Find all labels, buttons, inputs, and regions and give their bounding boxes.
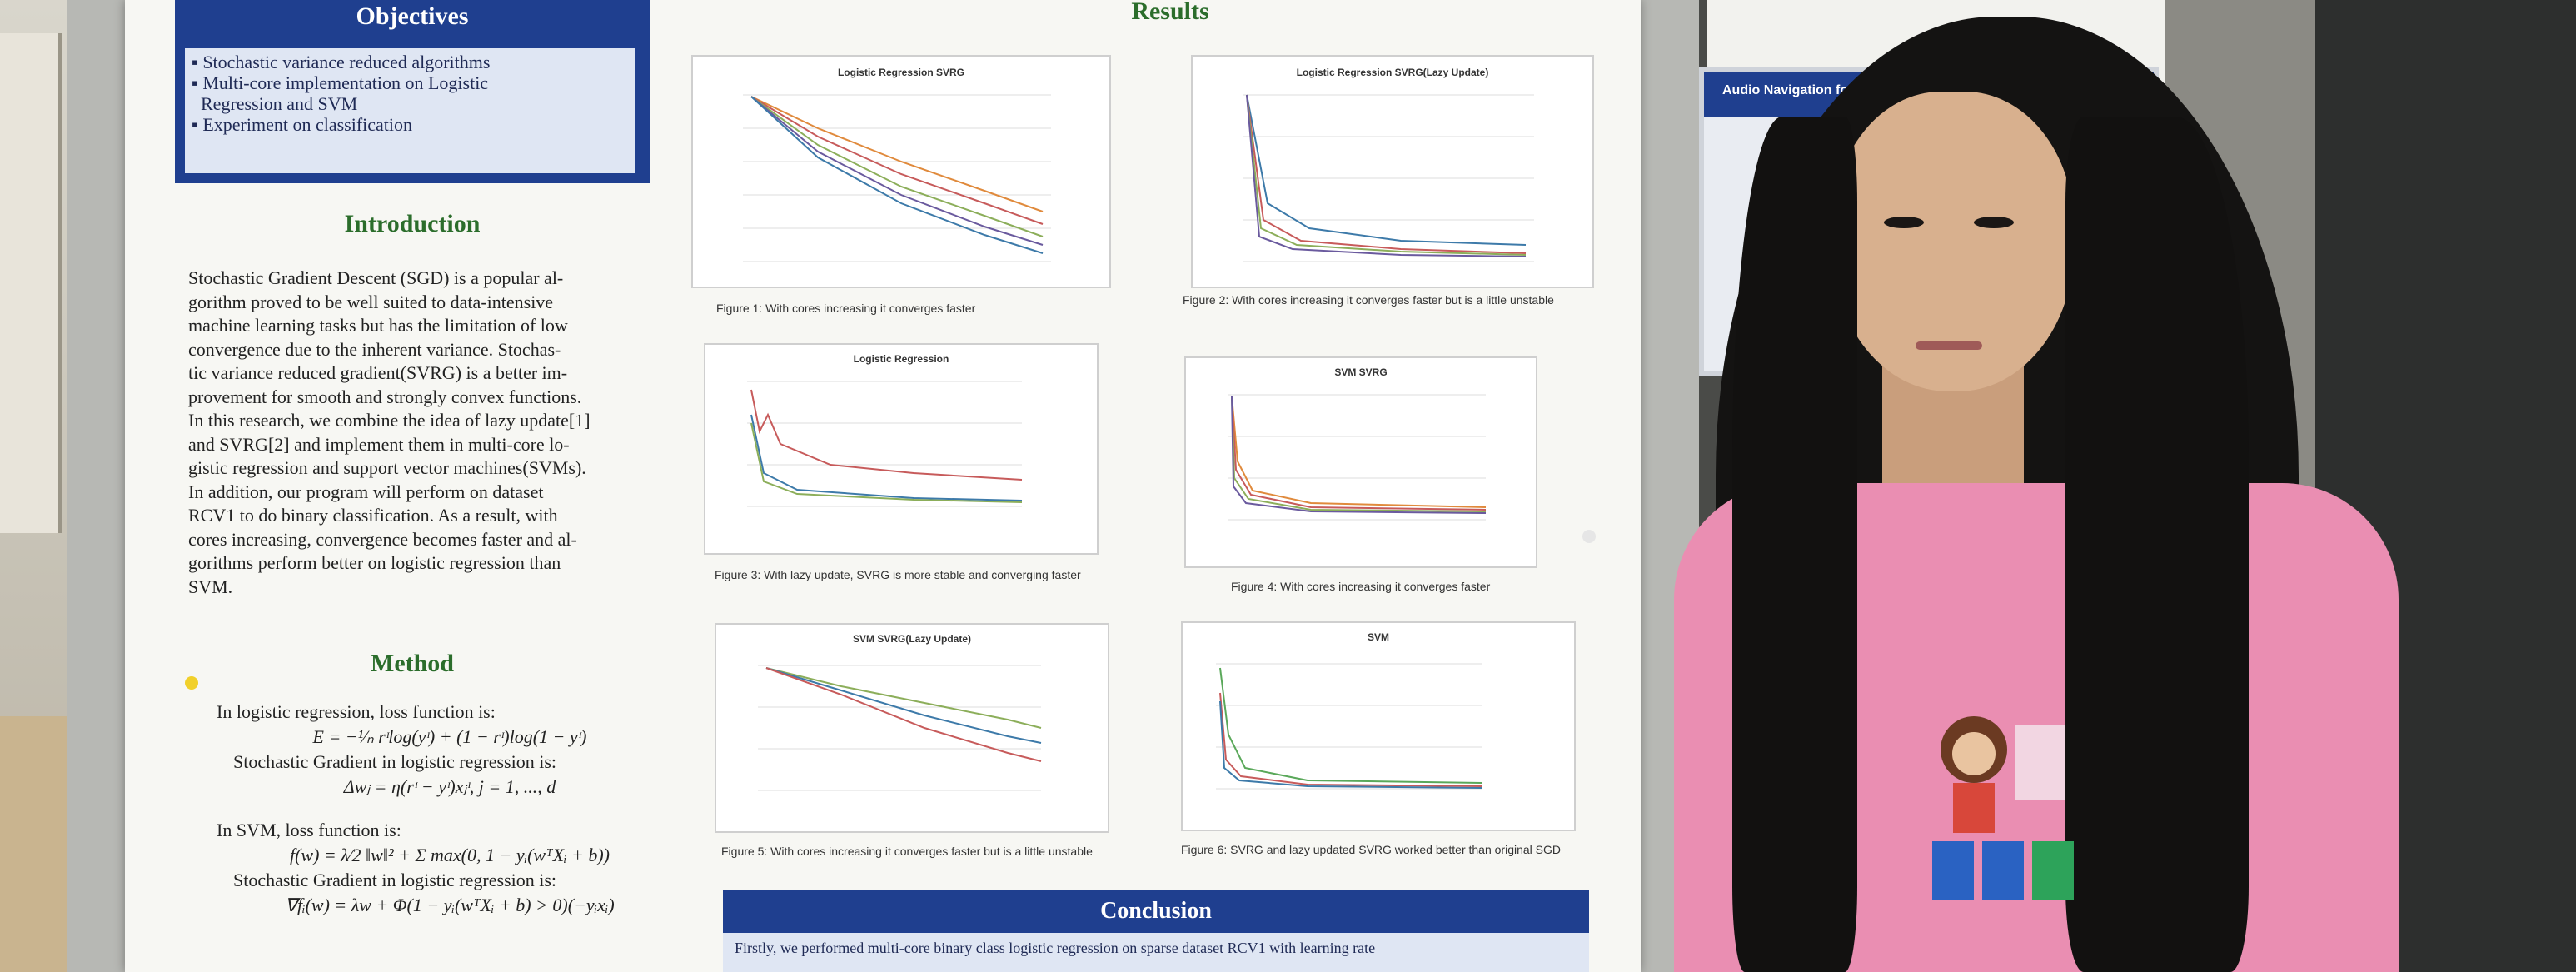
objectives-title: Objectives <box>175 0 650 33</box>
results-title: Results <box>1131 0 1209 25</box>
introduction-title: Introduction <box>344 210 481 237</box>
introduction-text: Stochastic Gradient Descent (SGD) is a p… <box>188 267 671 599</box>
conclusion-text: Firstly, we performed multi-core binary … <box>723 933 1589 972</box>
intro-line: provement for smooth and strongly convex… <box>188 386 582 407</box>
figure-2-caption: Figure 2: With cores increasing it conve… <box>1183 293 1554 307</box>
figure-3: Logistic Regression <box>704 343 1099 555</box>
background-poster-left <box>0 33 62 533</box>
figure-5: SVM SVRG(Lazy Update) <box>715 623 1109 833</box>
figure-4-plot <box>1228 394 1487 521</box>
figure-5-caption: Figure 5: With cores increasing it conve… <box>721 845 1093 858</box>
intro-line: tic variance reduced gradient(SVRG) is a… <box>188 362 568 383</box>
objectives-list: ▪ Stochastic variance reduced algorithms… <box>185 48 635 173</box>
intro-line: and SVRG[2] and implement them in multi-… <box>188 433 570 455</box>
figure-3-title: Logistic Regression <box>853 353 949 365</box>
svm-grad-label: Stochastic Gradient in logistic regressi… <box>233 870 556 890</box>
person-hair-front-left <box>1732 117 1857 972</box>
intro-line: convergence due to the inherent variance… <box>188 338 561 360</box>
intro-line: RCV1 to do binary classification. As a r… <box>188 505 558 526</box>
figure-2-plot <box>1243 94 1534 262</box>
push-pin <box>185 676 198 690</box>
conclusion-title: Conclusion <box>723 890 1589 933</box>
svm-heading: In SVM, loss function is: <box>217 820 401 840</box>
figure-3-caption: Figure 3: With lazy update, SVRG is more… <box>715 568 1081 581</box>
lr-grad-equation: Δwⱼ = η(rᶦ − yᶦ)xⱼᶦ, j = 1, ..., d <box>343 776 556 797</box>
objective-item: ▪ Stochastic variance reduced algorithms <box>192 52 491 72</box>
intro-line: machine learning tasks but has the limit… <box>188 315 568 336</box>
figure-3-plot <box>747 381 1023 507</box>
figure-1: Logistic Regression SVRG <box>691 55 1111 288</box>
method-text: In logistic regression, loss function is… <box>217 700 683 918</box>
objective-item: Regression and SVM <box>201 93 358 114</box>
svm-loss-equation: f(w) = λ⁄2 ‖w‖² + Σ max(0, 1 − yᵢ(wᵀXᵢ +… <box>289 845 610 865</box>
figure-5-plot <box>758 665 1042 791</box>
figure-1-caption: Figure 1: With cores increasing it conve… <box>716 302 976 315</box>
figure-6-plot <box>1216 663 1483 790</box>
intro-line: In this research, we combine the idea of… <box>188 410 590 431</box>
intro-line: SVM. <box>188 576 233 597</box>
intro-line: cores increasing, convergence becomes fa… <box>188 528 577 550</box>
person-hair-front-right <box>2065 117 2249 972</box>
lr-grad-label: Stochastic Gradient in logistic regressi… <box>233 751 556 772</box>
figure-6-title: SVM <box>1367 631 1389 643</box>
objective-item: ▪ Experiment on classification <box>192 114 413 135</box>
person-eye-right <box>1974 217 2014 228</box>
figure-4: SVM SVRG <box>1184 356 1537 568</box>
intro-line: gorithms perform better on logistic regr… <box>188 552 561 573</box>
figure-6: SVM <box>1181 621 1576 831</box>
figure-2-title: Logistic Regression SVRG(Lazy Update) <box>1296 67 1489 78</box>
figure-4-title: SVM SVRG <box>1334 366 1388 378</box>
shirt-graphic <box>1932 716 2074 900</box>
lr-loss-equation: E = −¹⁄ₙ rᶦlog(yᶦ) + (1 − rᶦ)log(1 − yᶦ) <box>312 726 587 747</box>
method-title: Method <box>371 650 454 677</box>
figure-5-title: SVM SVRG(Lazy Update) <box>852 633 972 645</box>
person-eye-left <box>1884 217 1924 228</box>
intro-line: gistic regression and support vector mac… <box>188 457 586 478</box>
figure-1-plot <box>743 94 1051 262</box>
figure-2: Logistic Regression SVRG(Lazy Update) <box>1191 55 1594 288</box>
figure-6-caption: Figure 6: SVRG and lazy updated SVRG wor… <box>1181 843 1562 856</box>
objective-item: ▪ Multi-core implementation on Logistic <box>192 72 489 93</box>
lr-heading: In logistic regression, loss function is… <box>217 701 496 722</box>
figure-1-title: Logistic Regression SVRG <box>837 67 965 78</box>
push-pin <box>1582 530 1596 543</box>
intro-line: In addition, our program will perform on… <box>188 481 544 502</box>
intro-line: Stochastic Gradient Descent (SGD) is a p… <box>188 267 564 288</box>
figure-4-caption: Figure 4: With cores increasing it conve… <box>1231 580 1491 593</box>
svm-grad-equation: ∇fᵢ(w) = λw + Φ(1 − yᵢ(wᵀXᵢ + b) > 0)(−y… <box>285 895 615 915</box>
intro-line: gorithm proved to be well suited to data… <box>188 291 554 312</box>
person-mouth <box>1916 341 1982 350</box>
